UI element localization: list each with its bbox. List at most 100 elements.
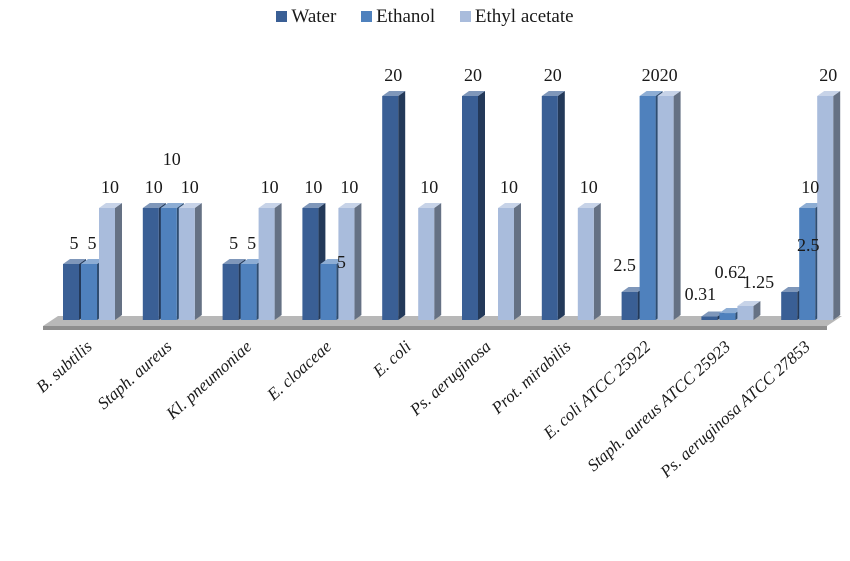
bar-top	[657, 91, 681, 96]
bar-ethyl-acetate-e-coli	[418, 203, 442, 320]
bar-front	[737, 306, 754, 320]
data-label: 20	[660, 65, 678, 85]
bar-top	[338, 203, 362, 208]
bar-ethyl-acetate-kl-pneumoniae	[258, 203, 282, 320]
data-label: 5	[70, 233, 79, 253]
data-label: 10	[181, 177, 199, 197]
bar-front	[621, 292, 638, 320]
bar-front	[541, 96, 558, 320]
bar-front	[781, 292, 798, 320]
data-label: 5	[247, 233, 256, 253]
data-label: 5	[337, 252, 346, 272]
bar-side	[398, 91, 406, 320]
data-label: 10	[163, 149, 181, 169]
data-label: 10	[580, 177, 598, 197]
bar-side	[354, 203, 362, 320]
bar-front	[719, 313, 736, 320]
bar-top	[63, 259, 86, 264]
data-label: 10	[801, 177, 819, 197]
bar-top	[541, 91, 565, 96]
x-tick-label: Ps. aeruginosa	[405, 337, 494, 420]
bar-top	[462, 91, 485, 96]
data-label: 20	[819, 65, 837, 85]
bar-front	[657, 96, 674, 320]
legend-item-ethyl-acetate: Ethyl acetate	[459, 6, 574, 27]
bar-top	[99, 203, 122, 208]
bar-front	[81, 264, 97, 320]
bar-ethyl-acetate-prot-mirabilis	[577, 203, 601, 320]
bar-top	[160, 203, 184, 208]
bar-side	[478, 91, 485, 320]
bar-front	[577, 208, 594, 320]
x-tick-label: Staph. aureus	[94, 337, 176, 414]
x-tick-label: Staph. aureus ATCC 25923	[584, 337, 735, 475]
bar-top	[258, 203, 282, 208]
x-tick-label: E. coli	[368, 337, 415, 382]
bar-side	[274, 203, 282, 320]
bar-front	[320, 264, 337, 320]
data-label: 0.62	[715, 262, 747, 282]
data-label: 1.25	[743, 272, 775, 292]
x-tick-label: Kl. pneumoniae	[162, 337, 256, 424]
bar-side	[557, 91, 565, 320]
bar-side	[673, 91, 681, 320]
bar-ethyl-acetate-staph-aureus-atcc-25923	[737, 301, 761, 320]
data-label: 5	[229, 233, 238, 253]
bar-top	[302, 203, 326, 208]
data-label: 10	[420, 177, 438, 197]
bar-front	[302, 208, 319, 320]
data-label: 10	[340, 177, 358, 197]
bar-front	[639, 96, 656, 320]
data-label: 20	[464, 65, 482, 85]
bar-side	[115, 203, 122, 320]
data-label: 10	[101, 177, 119, 197]
data-label: 10	[304, 177, 322, 197]
data-label: 0.31	[685, 284, 717, 304]
bar-top	[418, 203, 442, 208]
bar-front	[178, 208, 195, 320]
bar-front	[240, 264, 257, 320]
bar-front	[63, 264, 79, 320]
legend-label-ethanol: Ethanol	[376, 6, 436, 27]
bar-water-prot-mirabilis	[541, 91, 565, 320]
bar-top	[498, 203, 521, 208]
bar-side	[833, 91, 841, 320]
bar-side	[194, 203, 202, 320]
bar-top	[737, 301, 761, 306]
x-tick-label: B. subtilis	[32, 337, 96, 397]
bar-front	[99, 208, 115, 320]
bar-ethyl-acetate-ps-aeruginosa-atcc-27853	[817, 91, 841, 320]
legend-swatch-ethanol	[361, 11, 373, 22]
bar-ethyl-acetate-b-subtilis	[99, 203, 122, 320]
bar-front	[498, 208, 514, 320]
legend-item-ethanol: Ethanol	[361, 6, 440, 27]
bar-ethyl-acetate-ps-aeruginosa	[498, 203, 521, 320]
bar-top	[320, 259, 344, 264]
bar-top	[639, 91, 663, 96]
bar-front	[142, 208, 159, 320]
bar-front	[160, 208, 177, 320]
bar-top	[577, 203, 601, 208]
bar-top	[382, 91, 406, 96]
bar-front	[418, 208, 435, 320]
bar-ethyl-acetate-e-coli-atcc-25922	[657, 91, 681, 320]
bar-top	[178, 203, 202, 208]
data-label: 20	[544, 65, 562, 85]
bar-front	[701, 316, 718, 320]
data-label: 2.5	[797, 235, 820, 255]
bar-top	[781, 287, 805, 292]
bar-top	[719, 308, 743, 314]
bar-top	[222, 259, 246, 264]
legend-label-water: Water	[291, 6, 337, 27]
bar-front	[817, 96, 834, 320]
bar-front	[258, 208, 275, 320]
bar-top	[81, 259, 104, 264]
bar-top	[799, 203, 823, 208]
x-tick-label: Prot. mirabilis	[487, 337, 575, 419]
legend-item-water: Water	[276, 6, 341, 27]
bar-front	[462, 96, 478, 320]
bar-top	[817, 91, 841, 96]
bar-water-e-coli	[382, 91, 406, 320]
